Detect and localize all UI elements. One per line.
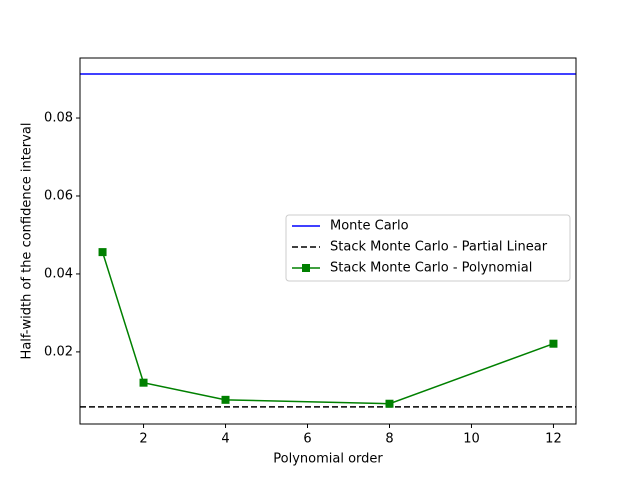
y-tick-label: 0.06 xyxy=(44,188,73,203)
marker xyxy=(385,399,394,408)
y-tick-label: 0.02 xyxy=(44,344,73,359)
legend-box xyxy=(285,214,571,282)
marker xyxy=(139,378,148,387)
y-tick-label: 0.08 xyxy=(44,111,73,126)
marker xyxy=(98,248,107,257)
x-tick-label: 2 xyxy=(139,432,147,447)
x-tick-label: 10 xyxy=(463,432,480,447)
x-axis-label: Polynomial order xyxy=(273,452,383,467)
legend-label: Stack Monte Carlo - Polynomial xyxy=(330,261,532,276)
x-tick-label: 4 xyxy=(221,432,229,447)
marker xyxy=(221,395,230,404)
marker xyxy=(549,339,558,348)
y-axis-label: Half-width of the confidence interval xyxy=(20,123,35,360)
plot-frame xyxy=(79,57,577,425)
legend-marker xyxy=(302,264,310,272)
x-tick-label: 12 xyxy=(545,432,562,447)
legend-label: Stack Monte Carlo - Partial Linear xyxy=(330,240,548,255)
x-tick-label: 8 xyxy=(385,432,393,447)
legend-label: Monte Carlo xyxy=(330,219,409,234)
legend: Monte Carlo Stack Monte Carlo - Partial L… xyxy=(285,214,571,282)
x-tick-label: 6 xyxy=(303,432,311,447)
y-tick-label: 0.04 xyxy=(44,266,73,281)
